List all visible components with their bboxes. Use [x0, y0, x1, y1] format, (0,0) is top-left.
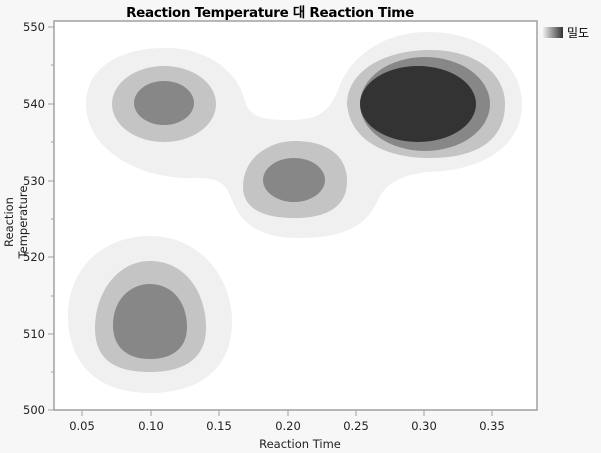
svg-text:530: 530 [23, 174, 45, 188]
x-axis-label: Reaction Time [259, 437, 341, 451]
legend: 밀도 [543, 24, 589, 41]
svg-text:0.25: 0.25 [343, 419, 369, 433]
x-axis-ticks [81, 410, 493, 416]
svg-text:0.05: 0.05 [69, 419, 95, 433]
x-tick-labels: 0.05 0.10 0.15 0.20 0.25 0.30 0.35 [69, 419, 505, 433]
y-axis-label: Reaction Temperature [2, 185, 30, 259]
svg-text:0.20: 0.20 [275, 419, 301, 433]
plot-frame [53, 20, 538, 411]
y-axis-ticks [48, 26, 54, 411]
svg-text:0.35: 0.35 [479, 419, 505, 433]
svg-text:0.30: 0.30 [411, 419, 437, 433]
svg-text:500: 500 [23, 403, 45, 417]
legend-label: 밀도 [567, 26, 590, 40]
svg-text:0.10: 0.10 [138, 419, 164, 433]
chart-title: Reaction Temperature 대 Reaction Time [126, 5, 414, 21]
density-gradient-swatch [543, 27, 563, 38]
svg-text:0.15: 0.15 [206, 419, 232, 433]
density-contours [67, 32, 522, 393]
svg-text:510: 510 [23, 327, 45, 341]
svg-text:540: 540 [23, 97, 45, 111]
svg-text:520: 520 [23, 250, 45, 264]
y-tick-labels: 550 540 530 520 510 500 [23, 20, 45, 417]
svg-text:550: 550 [23, 20, 45, 34]
